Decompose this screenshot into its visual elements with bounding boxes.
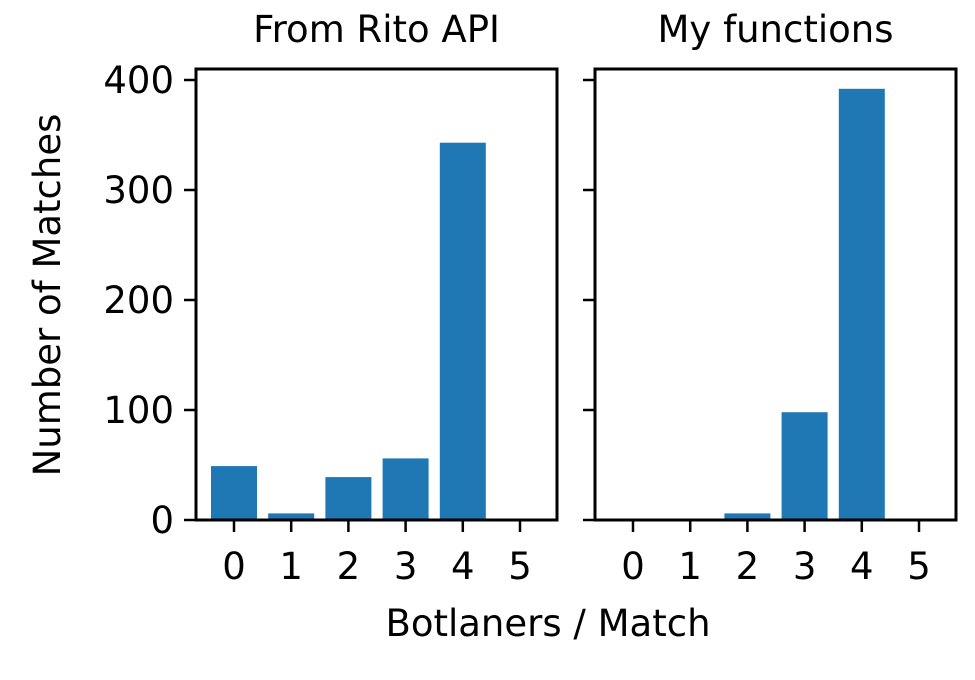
x-tick-label: 3 [394,545,418,588]
bar-3 [382,458,429,520]
panel-2: 0 1 2 3 4 5 My functions [583,8,958,588]
x-tick-label: 1 [678,545,702,588]
bar-3 [781,412,828,520]
x-tick-label: 0 [621,545,645,588]
panel-frame [194,67,559,522]
bar-4 [439,142,486,520]
x-tick-label: 4 [451,545,475,588]
bar-2 [724,513,771,520]
x-tick-label: 2 [337,545,361,588]
x-tick-label: 2 [736,545,760,588]
panel-title: My functions [657,8,893,51]
y-tick-label: 200 [103,279,174,322]
panel-frame [593,67,958,522]
x-tick-label: 0 [222,545,246,588]
panel-title: From Rito API [253,8,500,51]
x-tick-label: 4 [850,545,874,588]
x-tick-label: 1 [279,545,303,588]
y-axis-label: Number of Matches [26,114,69,477]
x-axis-label: Botlaners / Match [385,602,710,645]
x-tick-label: 5 [508,545,532,588]
y-tick-label: 300 [103,169,174,212]
y-tick-label: 400 [103,59,174,102]
y-tick-label: 0 [150,499,174,542]
bar-1 [268,513,315,520]
y-tick-label: 100 [103,389,174,432]
x-tick-label: 5 [907,545,931,588]
bar-0 [211,466,257,520]
x-tick-label: 3 [793,545,817,588]
bar-2 [325,477,372,520]
bar-4 [838,88,885,521]
